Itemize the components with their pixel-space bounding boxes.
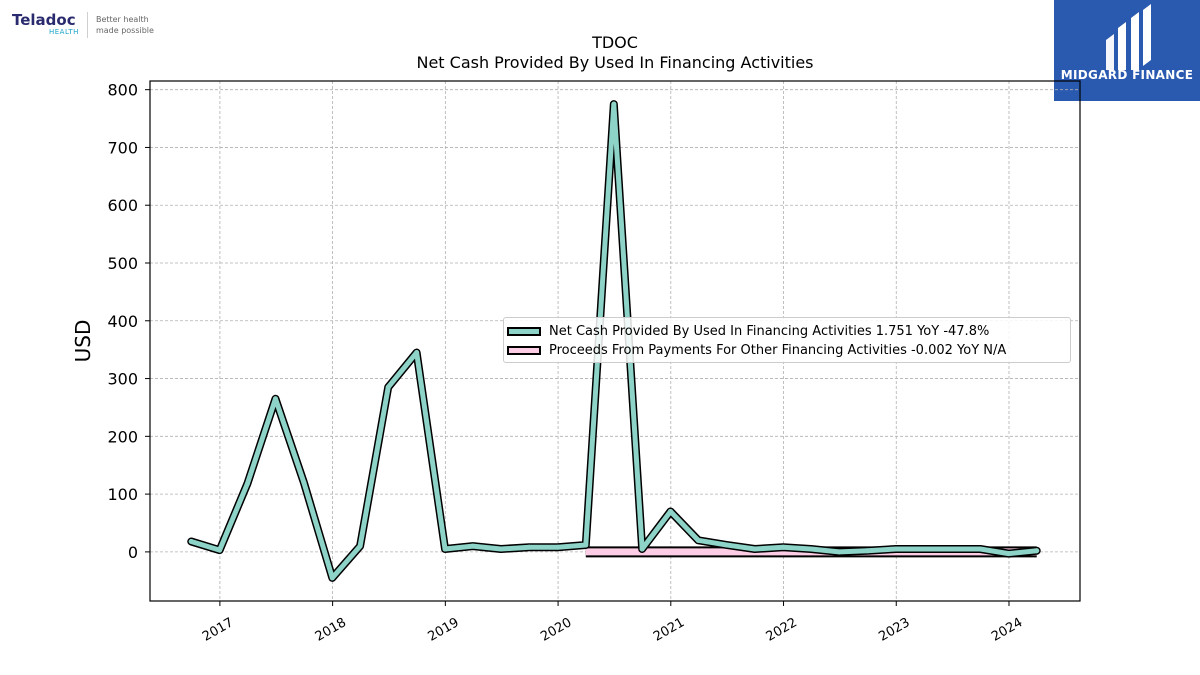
series-1-point [526, 544, 532, 550]
series-1-point [611, 101, 617, 107]
series-1-point [808, 546, 814, 552]
series-1-point [639, 546, 645, 552]
badge-text: MIDGARD FINANCE [1060, 68, 1194, 82]
x-tick-label: 2022 [764, 615, 800, 645]
series-1-point [977, 546, 983, 552]
y-axis-label: USD [71, 320, 95, 363]
x-tick-label: 2024 [989, 615, 1025, 645]
y-tick-label: 300 [107, 370, 138, 389]
series-1-point [695, 537, 701, 543]
series-1-point [244, 481, 250, 487]
legend-swatch-series-1 [507, 327, 541, 336]
plot-frame [149, 80, 1081, 602]
series-1-point [667, 508, 673, 514]
legend-item-series-1: Net Cash Provided By Used In Financing A… [507, 322, 1070, 341]
chart-title: TDOC [592, 33, 638, 52]
series-1-point [329, 575, 335, 581]
series-1-point [301, 480, 307, 486]
series-1-point [583, 542, 589, 548]
series-1-point [836, 549, 842, 555]
y-tick-label: 0 [128, 543, 138, 562]
brand-divider [86, 12, 88, 38]
brand-name: Teladoc [12, 11, 76, 29]
legend-label-series-2: Proceeds From Payments For Other Financi… [549, 343, 1007, 358]
chart-subtitle: Net Cash Provided By Used In Financing A… [416, 53, 814, 72]
series-1-point [893, 546, 899, 552]
series-1-point [723, 542, 729, 548]
brand-tagline-line-2: made possible [95, 26, 154, 35]
y-tick-label: 600 [107, 196, 138, 215]
brand-sub: HEALTH [49, 28, 79, 36]
y-tick-label: 700 [107, 138, 138, 157]
y-tick-label: 100 [107, 485, 138, 504]
y-tick-label: 400 [107, 312, 138, 331]
legend-item-series-2: Proceeds From Payments For Other Financi… [507, 341, 1070, 360]
legend-label-series-1: Net Cash Provided By Used In Financing A… [549, 324, 990, 339]
series-1-point [555, 544, 561, 550]
x-tick-label: 2021 [651, 615, 687, 645]
series-1-point [752, 546, 758, 552]
series-1-point [272, 396, 278, 402]
x-tick-label: 2023 [876, 615, 912, 645]
series-1-point [217, 547, 223, 553]
series-1-point [921, 546, 927, 552]
y-tick-label: 500 [107, 254, 138, 273]
x-tick-label: 2019 [426, 615, 462, 645]
series-1-point [865, 548, 871, 554]
series-1-point [780, 544, 786, 550]
series-1-point [1034, 548, 1040, 554]
y-tick-label: 800 [107, 81, 138, 100]
x-tick-label: 2018 [313, 615, 349, 645]
teladoc-logo: Teladoc HEALTH Better health made possib… [12, 12, 154, 38]
series-1-point [357, 543, 363, 549]
x-tick-label: 2020 [538, 615, 574, 645]
series-1-point [949, 546, 955, 552]
series-1-point [188, 538, 194, 544]
midgard-finance-badge: MIDGARD FINANCE [1054, 0, 1200, 101]
midgard-logo-icon [1106, 4, 1151, 70]
brand-tagline: Better health made possible [96, 14, 154, 36]
series-1-point [1006, 551, 1012, 557]
legend-swatch-series-2 [507, 346, 541, 355]
x-tick-label: 2017 [200, 615, 236, 645]
series-1-point [414, 350, 420, 356]
series-1-point [442, 546, 448, 552]
brand-tagline-line-1: Better health [95, 15, 149, 24]
series-1-point [498, 546, 504, 552]
legend: Net Cash Provided By Used In Financing A… [503, 317, 1071, 363]
y-tick-label: 200 [107, 427, 138, 446]
series-1-point [385, 384, 391, 390]
series-1-point [470, 543, 476, 549]
